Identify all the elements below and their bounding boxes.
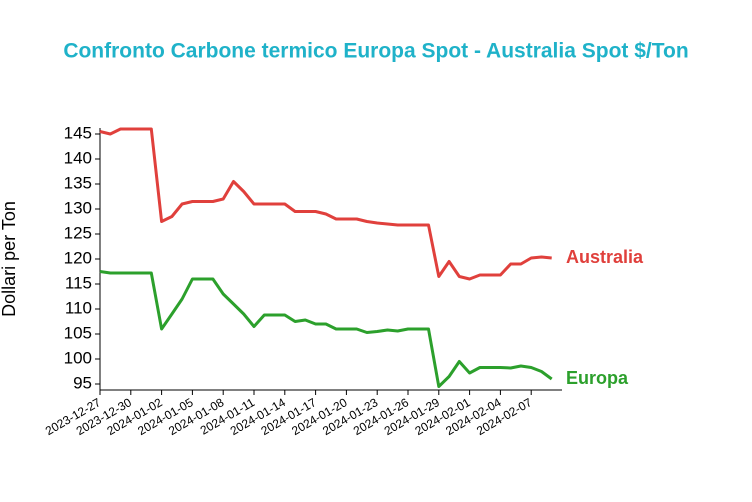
series-line [99,270,553,388]
chart-title: Confronto Carbone termico Europa Spot - … [63,40,688,63]
y-tick-label: 115 [65,273,92,292]
y-tick-label: 110 [65,298,92,317]
series-label: Europa [566,368,629,388]
y-tick-label: 100 [64,348,92,367]
y-tick-label: 140 [64,148,92,167]
y-axis-label: Dollari per Ton [0,201,19,317]
y-tick-label: 105 [64,323,92,342]
series-label: Australia [566,247,644,267]
y-tick-label: 125 [64,223,92,242]
y-tick-label: 120 [64,248,92,267]
y-tick-label: 130 [64,198,92,217]
y-tick-label: 145 [64,123,92,142]
series-line [99,127,552,281]
y-tick-label: 95 [73,373,92,392]
y-tick-label: 135 [64,173,92,192]
